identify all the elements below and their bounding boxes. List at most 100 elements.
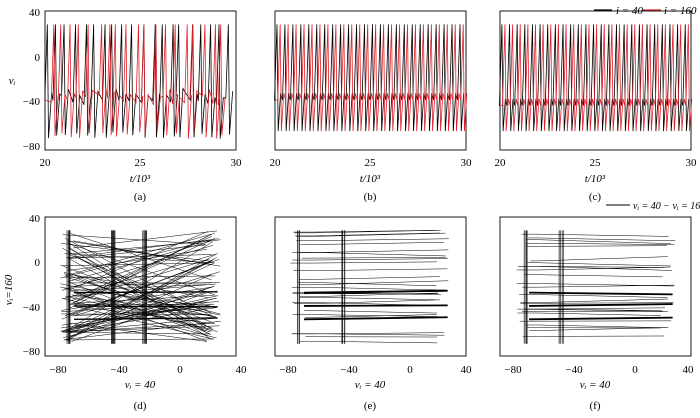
plot-e-trajectory [296,232,446,237]
plot-e-trajectory [299,340,438,344]
plot-f-trajectory [528,237,676,242]
panel-f-xtick-m40: −40 [565,364,583,376]
panel-d-xtick-40: 40 [236,364,248,376]
plot-f-band [529,316,673,321]
plot-e-trajectory [295,232,441,237]
plot-e-trajectory [305,314,437,318]
plot-f-trajectory [521,233,669,237]
plot-d-trajectory [65,275,216,279]
plot-d-trajectory [66,307,216,332]
panel-d-xtick-0: 0 [177,364,183,376]
plot-d-trajectory [73,292,211,333]
plot-d-trajectory [66,257,210,335]
plot-f-trajectory [526,262,672,267]
plot-d-band [74,317,218,321]
plot-f-trajectory [526,239,671,244]
panel-b-xtick-25: 25 [365,157,377,169]
plot-d-trajectory [69,235,208,309]
plot-e-trajectory [291,286,446,291]
plot-e-trajectory [293,268,448,271]
plot-d-trajectory [61,245,214,291]
plot-e-trajectory [298,276,440,280]
plot-e-band [304,289,448,294]
panel-c-xlabel: t/10³ [585,173,606,185]
plot-f-band [529,291,673,296]
panel-e-xtick-m80: −80 [279,364,297,376]
panel-e-frame [274,216,467,357]
panel-a-xlabel: t/10³ [130,173,151,185]
panel-a-ytick-0: 0 [35,52,41,64]
plot-d-band [74,291,218,294]
plot-d-trajectory [68,240,212,282]
plot-e-trajectory [292,332,445,335]
plot-d-trajectory [60,262,210,267]
plot-d-trajectory [66,249,207,272]
plot-e-trajectory [299,292,438,297]
plot-e-trajectory [297,282,437,287]
panel-e-label: (e) [364,400,377,412]
plot-d-trajectory [63,332,211,335]
panel-d-ylabel: vᵢ=160 [3,274,15,305]
plot-d-trajectory [69,272,212,335]
plot-f-trajectory [526,243,675,245]
plot-d-band [74,305,218,308]
plot-d-trajectory [74,306,214,340]
plot-a-series-0 [44,24,234,139]
panel-d: 40 0 −40 −80 −80 −40 0 40 vᵢ = 40 vᵢ=160… [3,213,247,412]
panel-a: 40 0 −40 −80 20 25 30 t/10³ vᵢ (a) [9,7,242,203]
panel-e-xlabel: vᵢ = 40 [355,379,386,391]
plot-f-trajectory [520,302,674,304]
panel-c-xtick-20: 20 [495,157,507,169]
legend-label-diff: vᵢ = 40 − vᵢ = 160 [633,201,700,212]
plot-d-trajectory [66,291,207,332]
plot-f-trajectory [530,256,668,262]
plot-f-trajectory [527,245,667,247]
plot-d-trajectory [70,233,212,281]
panel-d-ytick-40: 40 [29,213,41,225]
plot-e-trajectory [300,242,445,245]
panel-f: −80 −40 0 40 vᵢ = 40 (f) [499,216,695,412]
plot-d-trajectory [68,282,220,287]
panel-c: 20 25 30 t/10³ (c) [495,10,697,203]
panel-c-label: (c) [589,191,602,203]
plot-e-trajectory [290,261,437,264]
plot-d-trajectory [62,253,218,300]
panel-f-traces [516,230,676,344]
plot-d-trajectory [70,241,214,329]
panel-a-ytick-m80: −80 [23,141,41,153]
panel-d-ytick-m80: −80 [23,346,41,358]
panel-a-xtick-20: 20 [40,157,52,169]
plot-d-trajectory [60,239,211,279]
plot-f-trajectory [526,308,662,311]
plot-d-trajectory [67,259,210,303]
bottom-legend: vᵢ = 40 − vᵢ = 160 [606,201,700,212]
plot-f-trajectory [516,283,674,287]
plot-d-trajectory [71,291,211,342]
panel-b-xtick-30: 30 [461,157,473,169]
plot-f-trajectory [516,266,671,271]
panel-b-label: (b) [364,191,377,203]
panel-b-xtick-20: 20 [270,157,282,169]
plot-e-trajectory [298,252,446,257]
panel-a-ylabel: vᵢ [9,75,16,87]
panel-f-label: (f) [590,400,601,412]
plot-d-trajectory [72,274,209,298]
panel-f-xtick-0: 0 [632,364,638,376]
plot-f-trajectory [523,309,668,312]
plot-f-trajectory [517,312,661,316]
panel-d-xlabel: vᵢ = 40 [125,379,156,391]
panel-d-frame [44,216,237,357]
panel-d-ytick-0: 0 [35,257,41,269]
panel-a-xtick-30: 30 [231,157,243,169]
plot-e-trajectory [299,280,449,286]
panel-d-xtick-m40: −40 [110,364,128,376]
panel-c-traces [498,24,693,132]
panel-a-xtick-25: 25 [135,157,147,169]
panel-e: −80 −40 0 40 vᵢ = 40 (e) [274,216,472,412]
panel-f-xtick-m80: −80 [504,364,522,376]
plot-f-band [529,303,673,307]
plot-d-trajectory [67,257,217,341]
panel-f-xtick-40: 40 [683,364,695,376]
panel-c-xtick-25: 25 [590,157,602,169]
